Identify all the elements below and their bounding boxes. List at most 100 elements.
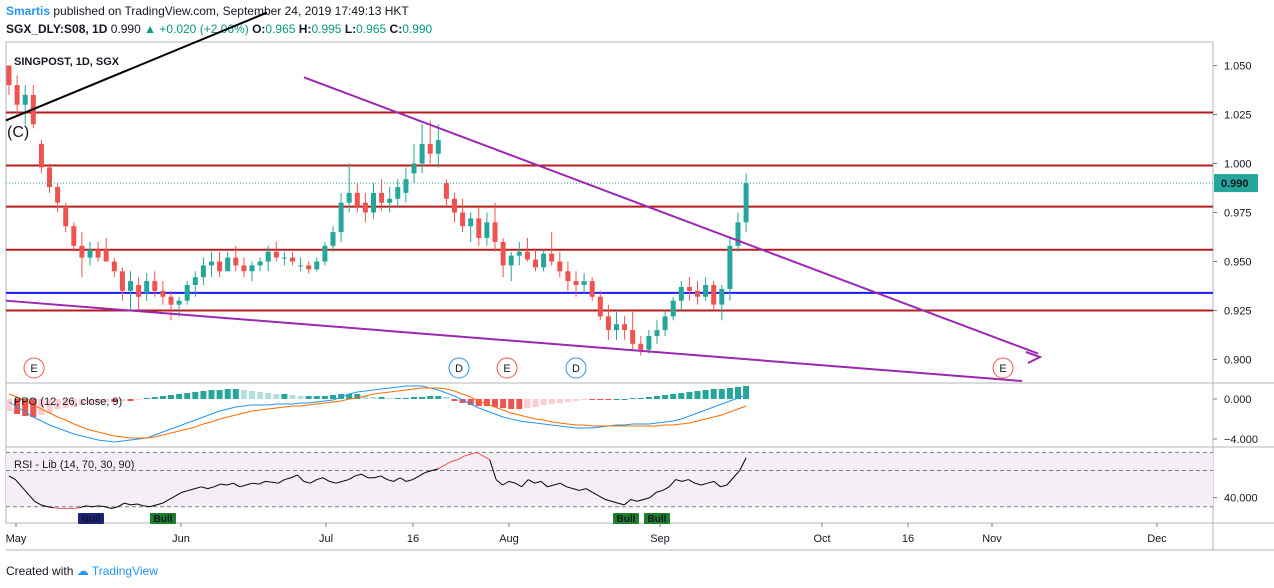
svg-text:Bull: Bull bbox=[154, 514, 173, 525]
close-value: 0.990 bbox=[402, 22, 433, 36]
ppo-tick-label: −4.000 bbox=[1224, 434, 1258, 446]
candle-body bbox=[371, 192, 376, 213]
ppo-histogram-bar bbox=[289, 395, 296, 399]
time-tick-label: Jul bbox=[319, 533, 333, 545]
rsi-line-segment bbox=[361, 473, 369, 479]
ppo-histogram-bar bbox=[370, 397, 377, 399]
rsi-line-segment bbox=[572, 488, 580, 491]
candle-body bbox=[38, 143, 44, 168]
ppo-histogram-bar bbox=[532, 399, 539, 407]
rsi-line-segment bbox=[226, 482, 234, 486]
rsi-line-segment bbox=[623, 499, 632, 506]
candle-body bbox=[225, 257, 231, 272]
candle-body bbox=[176, 300, 182, 305]
rsi-line-segment bbox=[457, 455, 465, 461]
ppo-histogram-bar bbox=[605, 399, 612, 400]
candle-body bbox=[565, 271, 571, 282]
svg-text:Bull: Bull bbox=[648, 514, 667, 525]
wave-label: (C) bbox=[7, 124, 29, 141]
ppo-histogram-bar bbox=[743, 386, 750, 399]
svg-text:Bull: Bull bbox=[82, 514, 101, 525]
ppo-histogram-bar bbox=[30, 399, 37, 417]
candle-body bbox=[589, 281, 595, 297]
ppo-histogram-bar bbox=[726, 388, 733, 399]
ppo-histogram-bar bbox=[540, 399, 547, 405]
ppo-histogram-bar bbox=[46, 399, 53, 413]
ppo-histogram-bar bbox=[443, 397, 450, 399]
rsi-line-segment bbox=[277, 479, 285, 484]
candle-body bbox=[654, 330, 660, 336]
candle-body bbox=[136, 285, 142, 297]
rsi-line-segment bbox=[387, 479, 394, 482]
candle-body bbox=[500, 241, 506, 266]
ppo-histogram-bar bbox=[419, 397, 426, 399]
rsi-line-segment bbox=[425, 470, 433, 473]
ppo-histogram-bar bbox=[483, 399, 490, 406]
footer: Created with ☁ TradingView bbox=[6, 564, 158, 578]
rsi-line-segment bbox=[707, 480, 715, 484]
ppo-histogram-bar bbox=[362, 396, 369, 399]
candle-body bbox=[306, 265, 312, 270]
ppo-histogram-bar bbox=[402, 398, 409, 399]
candle-body bbox=[508, 255, 514, 266]
ppo-histogram-bar bbox=[354, 394, 361, 399]
rsi-line-segment bbox=[508, 480, 516, 484]
price-tick-label: 1.000 bbox=[1224, 159, 1252, 171]
candle-body bbox=[735, 222, 741, 246]
rsi-line-segment bbox=[656, 489, 663, 493]
rsi-line-segment bbox=[111, 506, 119, 510]
rsi-line-segment bbox=[329, 480, 337, 484]
ppo-histogram-bar bbox=[330, 395, 336, 399]
ppo-histogram-bar bbox=[678, 393, 685, 399]
rsi-line-segment bbox=[553, 482, 561, 486]
rsi-band bbox=[6, 452, 1213, 507]
rsi-line-segment bbox=[27, 493, 36, 502]
ppo-histogram-bar bbox=[492, 399, 498, 407]
symbol-info: SGX_DLY:S08, 1D 0.990 ▲ +0.020 (+2.06%) … bbox=[6, 22, 433, 36]
price-tick-label: 1.025 bbox=[1224, 110, 1252, 122]
rsi-line-segment bbox=[47, 506, 54, 509]
rsi-line-segment bbox=[643, 497, 651, 500]
candle-body bbox=[257, 261, 263, 266]
rsi-label: RSI - Lib (14, 70, 30, 90) bbox=[14, 459, 134, 471]
candle-body bbox=[703, 285, 709, 297]
rsi-line-segment bbox=[463, 453, 471, 457]
ppo-histogram-bar bbox=[240, 390, 247, 399]
candle-body bbox=[314, 261, 320, 270]
candle-body bbox=[573, 281, 579, 286]
candle-body bbox=[670, 300, 676, 317]
rsi-line-segment bbox=[380, 475, 388, 481]
rsi-line-segment bbox=[34, 500, 42, 506]
ppo-histogram-bar bbox=[516, 399, 523, 409]
trend-arrow-head bbox=[1025, 351, 1043, 364]
rsi-line-segment bbox=[374, 475, 381, 479]
candle-body bbox=[184, 285, 190, 301]
rsi-line-segment bbox=[438, 464, 446, 470]
time-tick-label: Oct bbox=[813, 533, 830, 545]
rsi-line-segment bbox=[40, 504, 48, 508]
ppo-histogram-bar bbox=[581, 399, 588, 400]
candle-body bbox=[476, 218, 482, 238]
ppo-histogram-bar bbox=[670, 394, 677, 399]
ppo-histogram-bar bbox=[435, 396, 442, 399]
ppo-histogram-bar bbox=[427, 396, 434, 399]
svg-text:D: D bbox=[572, 363, 580, 375]
candle-body bbox=[233, 257, 239, 266]
time-tick-label: Aug bbox=[499, 533, 519, 545]
author-name[interactable]: Smartis bbox=[6, 4, 51, 18]
ppo-histogram-bar bbox=[686, 392, 693, 399]
candle-body bbox=[209, 261, 214, 266]
rsi-line-segment bbox=[130, 503, 138, 506]
rsi-line-segment bbox=[502, 480, 510, 486]
candle-body bbox=[452, 198, 457, 213]
candle-body bbox=[524, 251, 530, 260]
candle-body bbox=[192, 277, 198, 286]
footer-brand[interactable]: TradingView bbox=[91, 564, 158, 578]
ppo-histogram-bar bbox=[143, 398, 150, 399]
ppo-histogram-bar bbox=[500, 399, 507, 408]
candle-body bbox=[581, 281, 587, 286]
ppo-histogram-bar bbox=[694, 391, 701, 399]
purple-lower-trend-line bbox=[5, 299, 1023, 383]
rsi-line-segment bbox=[393, 477, 401, 482]
